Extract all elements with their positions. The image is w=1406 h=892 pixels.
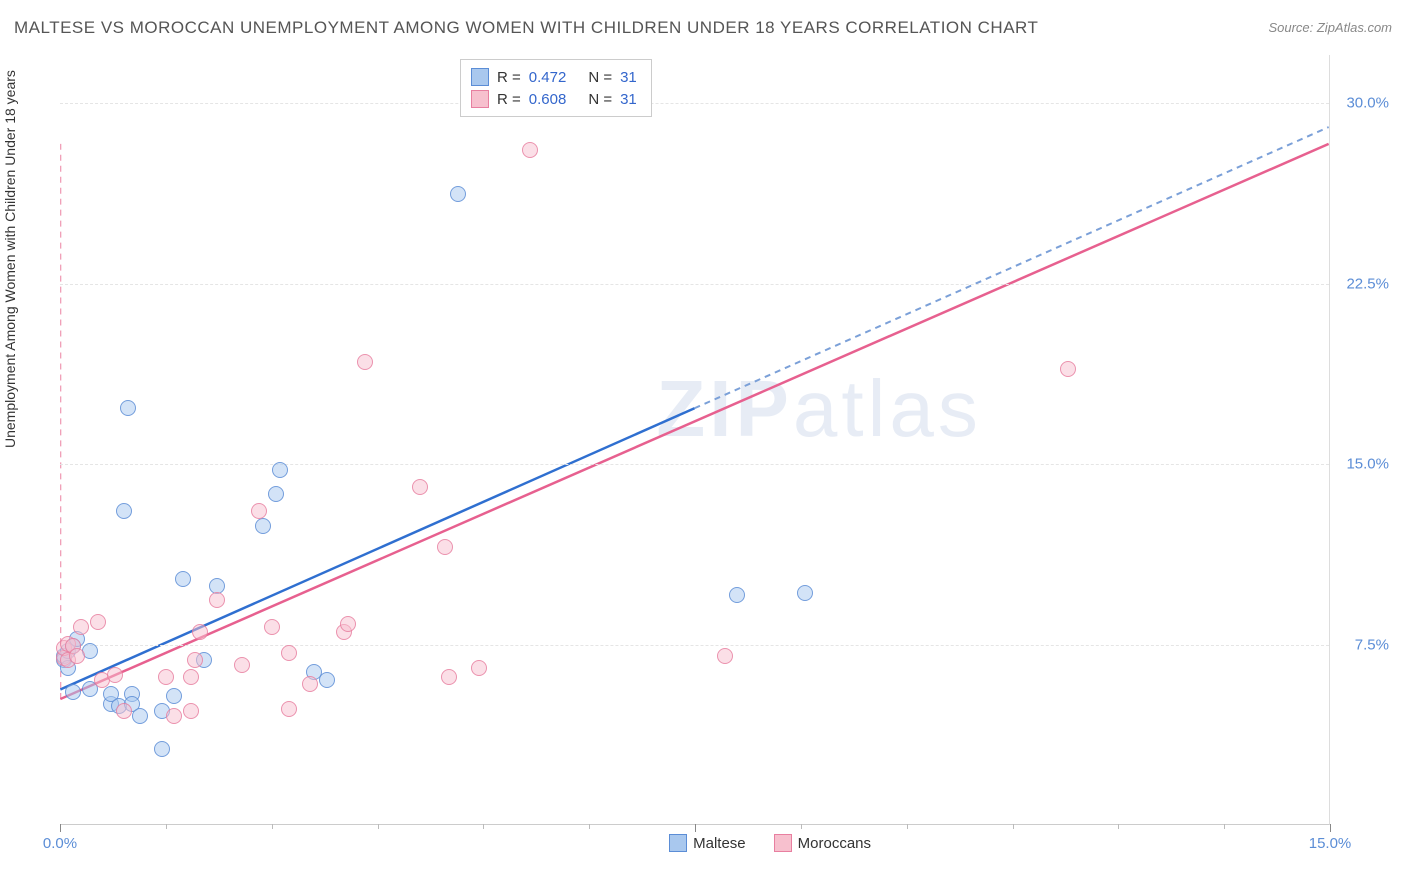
y-tick-label: 22.5% (1334, 275, 1389, 292)
x-tick-label: 0.0% (43, 835, 77, 852)
trend-lines (60, 55, 1329, 824)
x-tick-minor (483, 824, 484, 829)
x-tick-minor (589, 824, 590, 829)
legend-r-value: 0.608 (529, 91, 567, 108)
legend-n-label: N = (588, 69, 612, 86)
data-point (302, 676, 318, 692)
data-point (268, 486, 284, 502)
data-point (522, 142, 538, 158)
data-point (116, 703, 132, 719)
data-point (183, 669, 199, 685)
data-point (281, 645, 297, 661)
x-tick-minor (907, 824, 908, 829)
data-point (281, 701, 297, 717)
data-point (187, 652, 203, 668)
legend-row: R = 0.608 N = 31 (471, 88, 637, 110)
y-tick-label: 7.5% (1334, 636, 1389, 653)
data-point (437, 539, 453, 555)
data-point (340, 616, 356, 632)
gridline (60, 464, 1329, 465)
data-point (471, 660, 487, 676)
legend-n-label: N = (588, 91, 612, 108)
data-point (264, 619, 280, 635)
data-point (65, 684, 81, 700)
legend-row: R = 0.472 N = 31 (471, 66, 637, 88)
data-point (154, 741, 170, 757)
x-tick-minor (1118, 824, 1119, 829)
data-point (717, 648, 733, 664)
series-legend-item: Moroccans (774, 834, 871, 852)
data-point (183, 703, 199, 719)
x-tick-label: 15.0% (1309, 835, 1352, 852)
series-legend: Maltese Moroccans (669, 834, 871, 852)
data-point (175, 571, 191, 587)
legend-swatch (669, 834, 687, 852)
legend-n-value: 31 (620, 91, 637, 108)
data-point (209, 592, 225, 608)
chart-title: MALTESE VS MOROCCAN UNEMPLOYMENT AMONG W… (14, 18, 1038, 38)
series-legend-item: Maltese (669, 834, 746, 852)
data-point (120, 400, 136, 416)
data-point (166, 708, 182, 724)
legend-r-value: 0.472 (529, 69, 567, 86)
data-point (450, 186, 466, 202)
data-point (357, 354, 373, 370)
data-point (234, 657, 250, 673)
x-tick-minor (272, 824, 273, 829)
legend-r-label: R = (497, 69, 521, 86)
y-tick-label: 15.0% (1334, 456, 1389, 473)
plot-area: ZIPatlas R =0.472N =31R =0.608N =31 Malt… (60, 55, 1330, 825)
watermark: ZIPatlas (656, 363, 981, 455)
data-point (132, 708, 148, 724)
x-tick-minor (1224, 824, 1225, 829)
legend-n-value: 31 (620, 69, 637, 86)
gridline (60, 103, 1329, 104)
data-point (107, 667, 123, 683)
y-axis-label: Unemployment Among Women with Children U… (2, 70, 18, 448)
data-point (158, 669, 174, 685)
data-point (412, 479, 428, 495)
series-label: Maltese (693, 835, 746, 852)
data-point (797, 585, 813, 601)
series-label: Moroccans (798, 835, 871, 852)
data-point (441, 669, 457, 685)
data-point (255, 518, 271, 534)
x-tick-minor (1013, 824, 1014, 829)
gridline (60, 645, 1329, 646)
correlation-chart: MALTESE VS MOROCCAN UNEMPLOYMENT AMONG W… (0, 0, 1406, 892)
x-tick-minor (801, 824, 802, 829)
data-point (166, 688, 182, 704)
data-point (116, 503, 132, 519)
data-point (90, 614, 106, 630)
stats-legend: R = 0.472 N = 31 R = 0.608 N = 31 (460, 59, 652, 117)
legend-swatch (774, 834, 792, 852)
legend-swatch (471, 90, 489, 108)
data-point (69, 648, 85, 664)
data-point (251, 503, 267, 519)
data-point (192, 624, 208, 640)
legend-r-label: R = (497, 91, 521, 108)
data-point (319, 672, 335, 688)
gridline (60, 284, 1329, 285)
data-point (73, 619, 89, 635)
x-tick-major (60, 824, 61, 832)
x-tick-major (1330, 824, 1331, 832)
x-tick-major (695, 824, 696, 832)
y-tick-label: 30.0% (1334, 95, 1389, 112)
data-point (272, 462, 288, 478)
x-tick-minor (378, 824, 379, 829)
source-label: Source: ZipAtlas.com (1268, 20, 1392, 35)
data-point (729, 587, 745, 603)
x-tick-minor (166, 824, 167, 829)
data-point (1060, 361, 1076, 377)
legend-swatch (471, 68, 489, 86)
